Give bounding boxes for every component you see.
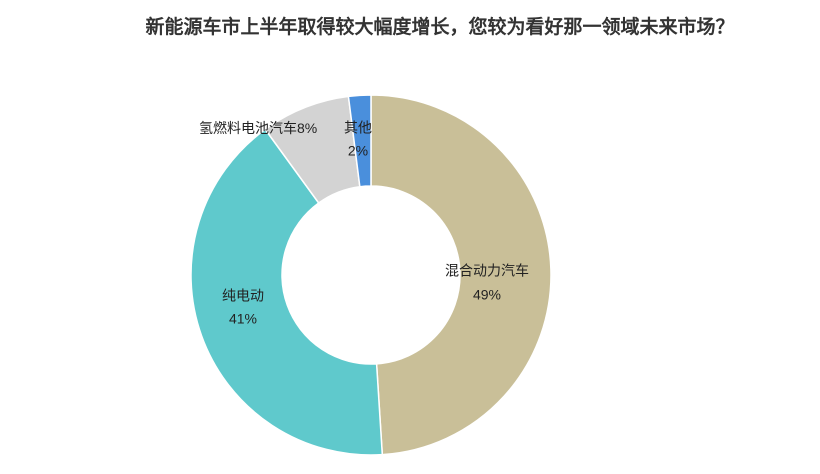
- value-label: 41%: [229, 311, 257, 327]
- value-label: 2%: [348, 143, 368, 159]
- category-label: 氢燃料电池汽车: [199, 120, 297, 136]
- donut-slice: [347, 94, 372, 188]
- donut-slice: [370, 94, 552, 456]
- donut-slice: [190, 128, 384, 456]
- slice-label: 氢燃料电池汽车8%: [199, 120, 317, 136]
- category-label: 其他: [344, 120, 372, 136]
- category-label: 纯电动: [222, 288, 264, 304]
- value-label: 8%: [297, 120, 317, 136]
- category-label: 混合动力汽车: [445, 263, 529, 279]
- chart-title: 新能源车市上半年取得较大幅度增长，您较为看好那一领域未来市场？: [145, 15, 734, 38]
- value-label: 49%: [473, 287, 501, 303]
